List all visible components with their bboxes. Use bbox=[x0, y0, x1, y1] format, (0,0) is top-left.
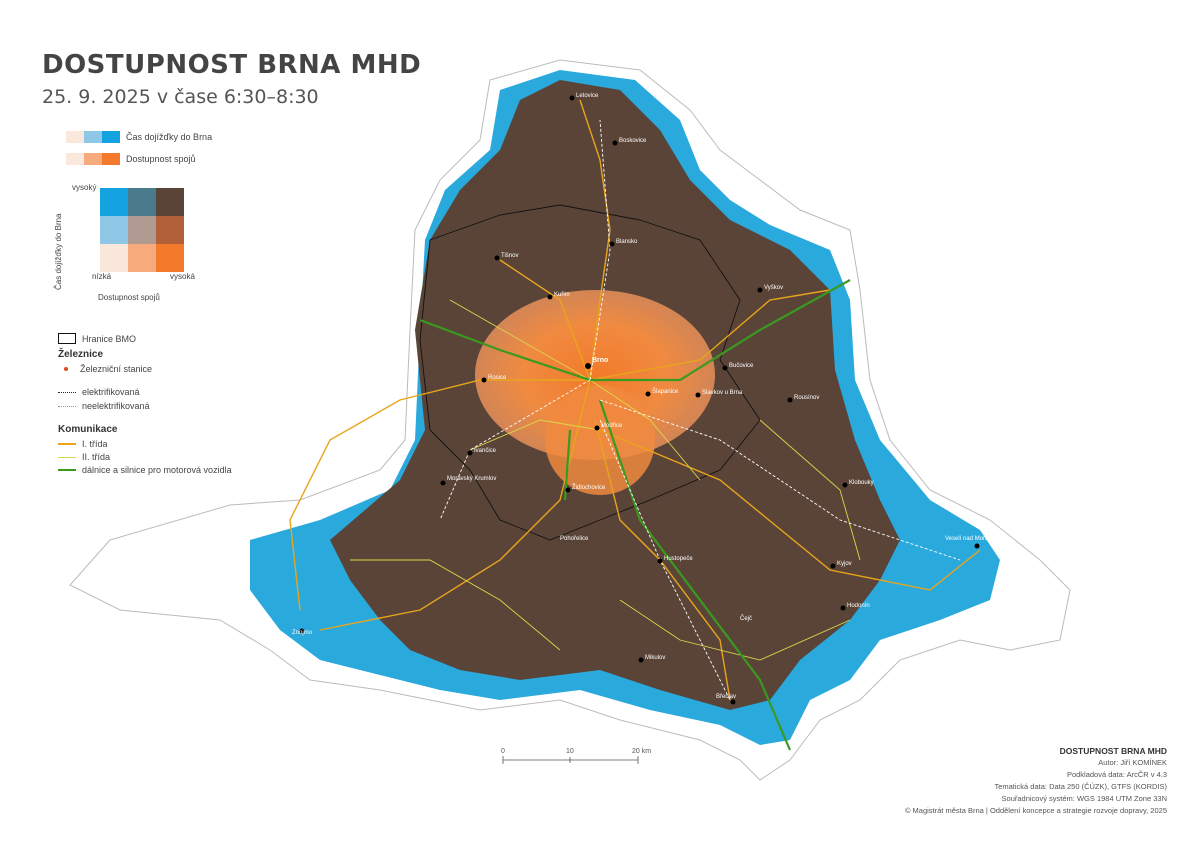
map-subtitle: 25. 9. 2025 v čase 6:30–8:30 bbox=[42, 86, 319, 108]
legend-swatch bbox=[58, 469, 76, 471]
legend-label: Dostupnost spojů bbox=[126, 154, 196, 164]
legend-non-electrified: neelektrifikovaná bbox=[58, 401, 150, 411]
legend-swatch bbox=[58, 391, 76, 393]
legend-road2: II. třída bbox=[58, 452, 110, 462]
bivariate-y-high: vysoký bbox=[72, 183, 97, 192]
legend-swatch bbox=[84, 131, 102, 143]
legend-swatch bbox=[58, 333, 76, 344]
bivar-cell bbox=[156, 188, 184, 216]
legend-swatch bbox=[102, 153, 120, 165]
legend-road1: I. třída bbox=[58, 439, 108, 449]
credits-author: Autor: Jiří KOMÍNEK bbox=[1098, 758, 1167, 767]
place-label: Mikulov bbox=[645, 655, 665, 661]
legend-boundary: Hranice BMO bbox=[58, 333, 136, 344]
scale-bar bbox=[502, 756, 639, 764]
legend-swatch bbox=[66, 131, 84, 143]
credits-base-data: Podkladová data: ArcČR v 4.3 bbox=[1066, 770, 1167, 779]
place-label: Hodonín bbox=[847, 603, 870, 609]
scale-tick: 0 bbox=[501, 748, 505, 755]
bivar-cell bbox=[100, 244, 128, 272]
place-label: Čejč bbox=[740, 615, 752, 622]
place-label: Vyškov bbox=[764, 285, 783, 291]
place-label: Šlapanice bbox=[652, 388, 679, 395]
map-title: DOSTUPNOST BRNA MHD bbox=[42, 50, 422, 80]
place-label: Veselí nad Moravou bbox=[945, 536, 998, 542]
place-label: Brno bbox=[592, 357, 608, 364]
bivar-cell bbox=[156, 216, 184, 244]
bivar-cell bbox=[128, 216, 156, 244]
town-markers bbox=[299, 95, 980, 705]
legend-label: neelektrifikovaná bbox=[82, 401, 150, 411]
credits-thematic: Tematická data: Data 250 (ČÚZK), GTFS (K… bbox=[994, 782, 1167, 791]
place-label: Rousínov bbox=[794, 395, 819, 401]
bivar-cell bbox=[100, 216, 128, 244]
bivar-cell bbox=[128, 188, 156, 216]
roads-class2 bbox=[350, 299, 861, 661]
legend-label: Čas dojížďky do Brna bbox=[126, 132, 213, 142]
legend-label: elektrifikovaná bbox=[82, 387, 140, 397]
legend-label: dálnice a silnice pro motorová vozidla bbox=[82, 465, 232, 475]
accessibility-zone-orange bbox=[475, 290, 715, 460]
legend-swatch bbox=[84, 153, 102, 165]
legend-swatch bbox=[66, 153, 84, 165]
place-label: Slavkov u Brna bbox=[702, 390, 743, 396]
place-label: Klobouky bbox=[849, 480, 874, 486]
legend-travel-time: Čas dojížďky do Brna bbox=[66, 131, 212, 143]
bivariate-legend-grid bbox=[100, 188, 184, 272]
legend-availability: Dostupnost spojů bbox=[66, 153, 196, 165]
legend-station: Železniční stanice bbox=[58, 364, 152, 374]
legend-label: I. třída bbox=[82, 439, 108, 449]
credits-title: DOSTUPNOST BRNA MHD bbox=[1059, 746, 1167, 756]
place-label: Letovice bbox=[576, 93, 599, 99]
place-label: Rosice bbox=[488, 375, 507, 381]
place-label: Židlochovice bbox=[572, 483, 606, 491]
legend-label: II. třída bbox=[82, 452, 111, 462]
legend-label: Železniční stanice bbox=[80, 364, 153, 374]
legend-label: Hranice BMO bbox=[82, 333, 137, 344]
place-label: Kyjov bbox=[837, 561, 852, 567]
legend-rail-title: Železnice bbox=[58, 349, 104, 360]
place-label: Kuřim bbox=[554, 292, 570, 298]
station-icon bbox=[64, 367, 68, 371]
legend-swatch bbox=[58, 405, 76, 407]
place-label: Tišnov bbox=[501, 253, 518, 259]
scale-tick: 20 km bbox=[632, 748, 651, 755]
place-label: Břeclav bbox=[716, 694, 736, 700]
place-label: Hustopeče bbox=[664, 556, 693, 562]
credits: DOSTUPNOST BRNA MHD Autor: Jiří KOMÍNEK … bbox=[905, 745, 1167, 817]
legend-swatch bbox=[102, 131, 120, 143]
place-label: Bučovice bbox=[729, 363, 754, 369]
credits-crs: Souřadnicový systém: WGS 1984 UTM Zone 3… bbox=[1001, 794, 1167, 803]
bivar-cell bbox=[156, 244, 184, 272]
bivariate-y-axis-label: Čas dojížďky do Brna bbox=[54, 213, 63, 290]
legend-roads-title: Komunikace bbox=[58, 424, 118, 435]
motorways bbox=[419, 279, 851, 751]
place-label: Ivančice bbox=[474, 448, 497, 454]
credits-copyright: © Magistrát města Brna | Oddělení koncep… bbox=[904, 806, 1167, 815]
bivar-cell bbox=[128, 244, 156, 272]
place-label: Znojmo bbox=[292, 630, 313, 636]
place-label: Moravský Krumlov bbox=[447, 476, 496, 482]
place-label: Blansko bbox=[616, 239, 638, 245]
bivariate-x-axis-label: Dostupnost spojů bbox=[98, 293, 160, 302]
legend-motorway: dálnice a silnice pro motorová vozidla bbox=[58, 465, 232, 475]
place-label: Boskovice bbox=[619, 138, 647, 144]
scale-tick: 10 bbox=[566, 748, 574, 755]
place-label: Pohořelice bbox=[560, 536, 589, 542]
bmo-boundary bbox=[419, 204, 761, 541]
legend-swatch bbox=[58, 443, 76, 445]
place-label: Modřice bbox=[601, 423, 623, 429]
legend-electrified: elektrifikovaná bbox=[58, 387, 140, 397]
bivar-cell bbox=[100, 188, 128, 216]
bivariate-x-low: nízká bbox=[92, 272, 112, 281]
bivariate-x-high: vysoká bbox=[170, 272, 195, 281]
legend-swatch bbox=[58, 456, 76, 458]
